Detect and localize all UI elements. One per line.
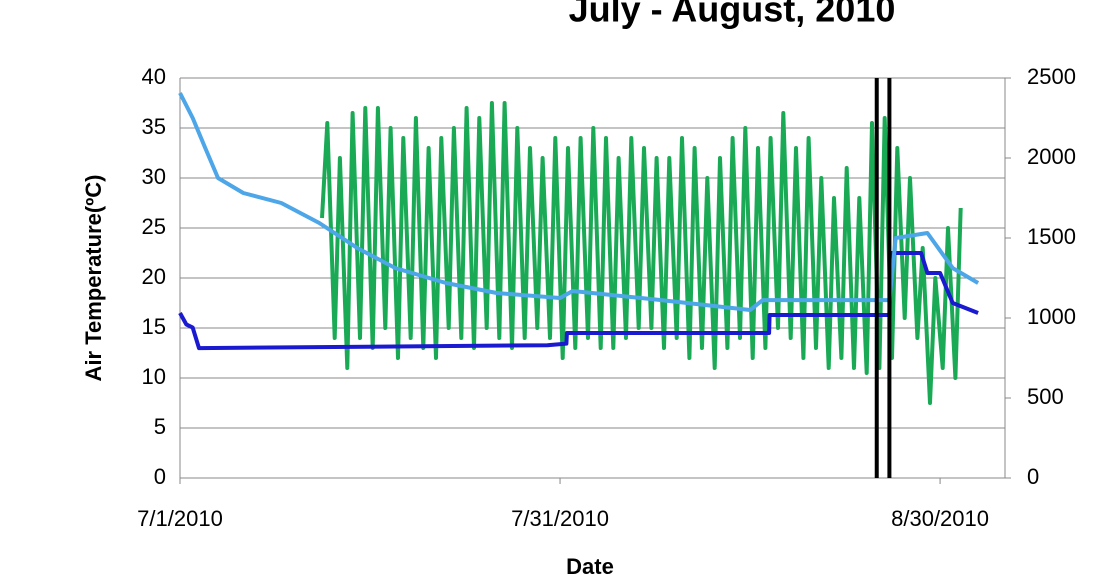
- y-tick-label: 15: [142, 314, 166, 339]
- x-tick-label: 7/1/2010: [137, 506, 223, 531]
- y2-tick-label: 0: [1027, 464, 1039, 489]
- x-tick-label: 7/31/2010: [511, 506, 609, 531]
- y2-tick-label: 500: [1027, 384, 1064, 409]
- y-tick-label: 10: [142, 364, 166, 389]
- y2-tick-label: 1500: [1027, 224, 1076, 249]
- y-tick-label: 35: [142, 114, 166, 139]
- y-tick-label: 40: [142, 64, 166, 89]
- y-tick-label: 5: [154, 414, 166, 439]
- y2-tick-label: 1000: [1027, 304, 1076, 329]
- series-line: [320, 101, 963, 405]
- series-line: [178, 92, 980, 312]
- x-axis-label: Date: [566, 554, 614, 575]
- y2-tick-label: 2500: [1027, 64, 1076, 89]
- y2-tick-label: 2000: [1027, 144, 1076, 169]
- y-tick-label: 25: [142, 214, 166, 239]
- x-tick-label: 8/30/2010: [891, 506, 989, 531]
- y-tick-label: 0: [154, 464, 166, 489]
- y-axis-label: Air Temperature(ºC): [81, 175, 106, 382]
- chart-title: July - August, 2010: [569, 0, 896, 30]
- y-tick-label: 20: [142, 264, 166, 289]
- series-line: [178, 251, 979, 351]
- y-tick-label: 30: [142, 164, 166, 189]
